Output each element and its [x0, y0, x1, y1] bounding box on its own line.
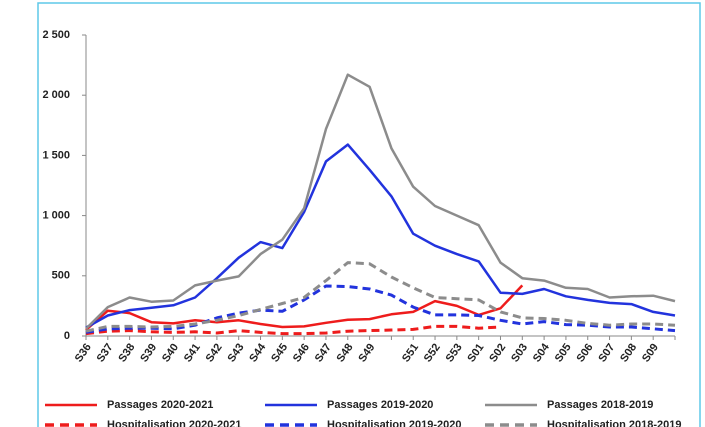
- x-tick-label: S39: [138, 342, 159, 365]
- y-tick-label: 1 500: [42, 149, 70, 161]
- y-tick-label: 0: [64, 330, 70, 342]
- legend-label: Passages 2018-2019: [547, 399, 653, 411]
- x-tick-label: S02: [487, 342, 508, 365]
- series-line: [85, 284, 676, 334]
- legend-label: Hospitalisation 2019-2020: [327, 419, 462, 427]
- x-tick-label: S53: [444, 342, 465, 365]
- x-tick-label: S41: [182, 342, 203, 365]
- x-tick-label: S51: [400, 342, 421, 365]
- series-line: [85, 324, 501, 336]
- series-line: [85, 73, 676, 330]
- x-tick-label: S46: [291, 342, 312, 365]
- series-line: [85, 143, 676, 329]
- y-tick-label: 2 000: [42, 89, 70, 101]
- x-tick-label: S52: [422, 342, 443, 365]
- x-tick-label: S37: [95, 342, 116, 365]
- legend-label: Passages 2020-2021: [107, 399, 213, 411]
- x-tick-label: S40: [160, 342, 181, 365]
- y-tick-label: 1 000: [42, 210, 70, 222]
- series-line: [85, 261, 676, 333]
- x-tick-label: S08: [618, 342, 639, 365]
- legend-label: Passages 2019-2020: [327, 399, 433, 411]
- x-tick-label: S38: [116, 342, 137, 365]
- x-tick-label: S49: [356, 342, 377, 365]
- x-tick-label: S04: [531, 341, 553, 365]
- x-tick-label: S05: [553, 342, 574, 365]
- x-tick-label: S47: [313, 342, 334, 365]
- x-tick-label: S07: [596, 342, 617, 365]
- x-tick-label: S01: [465, 342, 486, 365]
- x-tick-label: S43: [225, 342, 246, 365]
- legend-label: Hospitalisation 2020-2021: [107, 419, 242, 427]
- series-line: [85, 284, 524, 331]
- x-tick-label: S42: [204, 342, 225, 365]
- x-tick-label: S48: [335, 342, 356, 365]
- x-tick-label: S36: [73, 342, 94, 365]
- x-tick-label: S03: [509, 342, 530, 365]
- x-tick-label: S44: [247, 341, 269, 365]
- x-tick-label: S06: [575, 342, 596, 365]
- y-tick-label: 500: [52, 270, 70, 282]
- y-tick-label: 2 500: [42, 29, 70, 41]
- x-tick-label: S45: [269, 342, 290, 365]
- frame: [37, 2, 701, 427]
- x-tick-label: S09: [640, 342, 661, 365]
- legend-label: Hospitalisation 2018-2019: [547, 419, 682, 427]
